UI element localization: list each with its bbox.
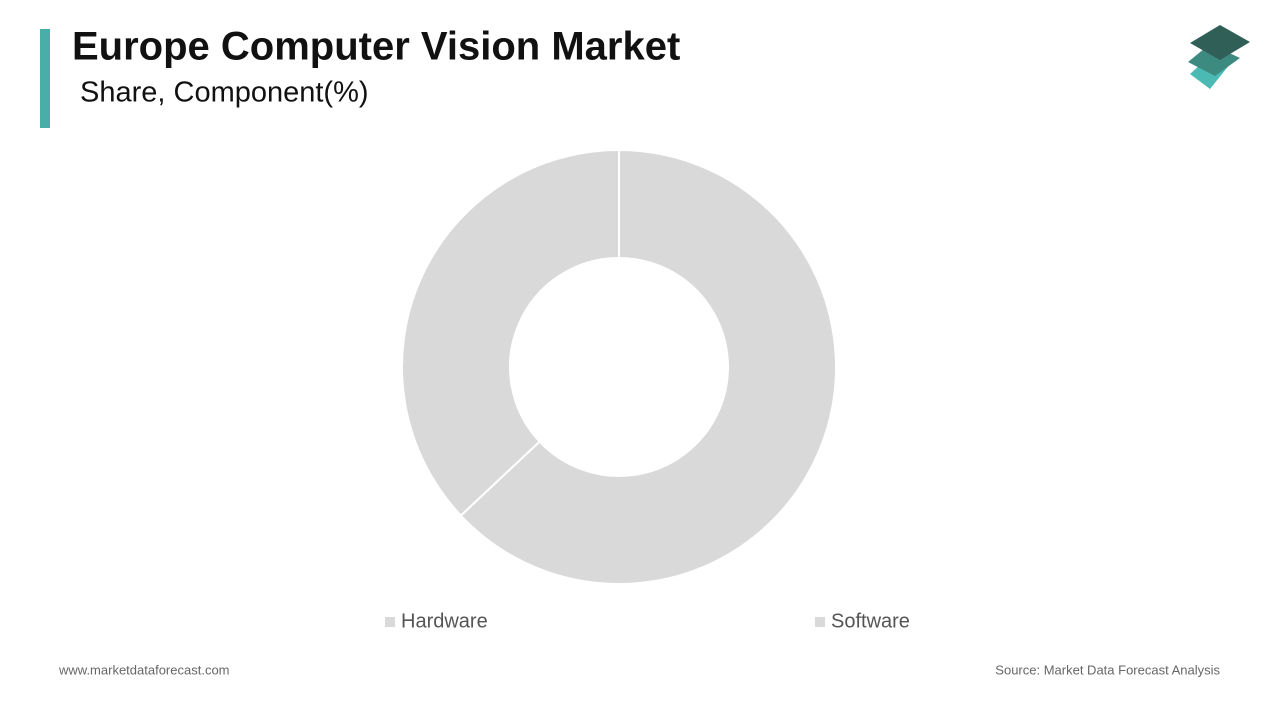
legend-swatch — [815, 617, 825, 627]
legend-label: Software — [831, 610, 910, 632]
website: www.marketdataforecast.com — [58, 662, 230, 677]
source: Source: Market Data Forecast Analysis — [995, 662, 1220, 677]
donut — [401, 148, 837, 585]
donut-segment — [459, 148, 837, 585]
donut-segment — [401, 148, 620, 517]
chart-title: Europe Computer Vision Market — [72, 25, 680, 69]
logo — [1188, 25, 1250, 89]
legend-label: Hardware — [401, 610, 488, 632]
title-accent — [40, 29, 50, 128]
logo-layer — [1190, 25, 1250, 60]
legend-swatch — [385, 617, 395, 627]
legend: Hardware Software — [385, 610, 910, 632]
chart-subtitle: Share, Component(%) — [80, 77, 369, 109]
